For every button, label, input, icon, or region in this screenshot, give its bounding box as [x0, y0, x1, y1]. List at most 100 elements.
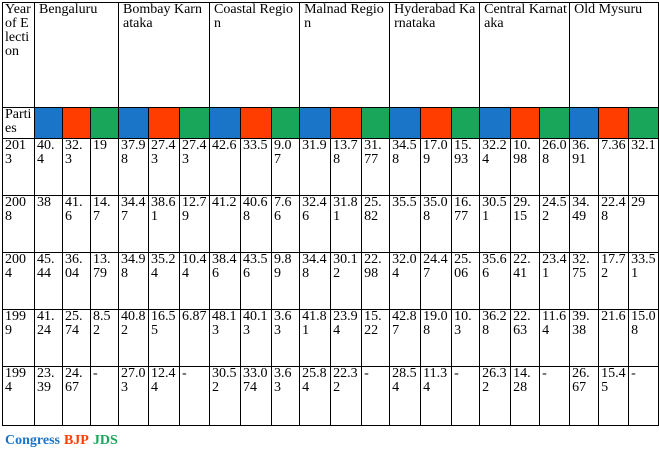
vote-share-cell: 22.41	[510, 252, 541, 310]
vote-share-cell: 10.44	[179, 252, 211, 310]
vote-share-cell: 15.22	[361, 309, 391, 367]
region-header: Bengaluru	[33, 2, 120, 108]
bjp-color-cell	[510, 107, 541, 139]
bjp-color-cell	[330, 107, 363, 139]
vote-share-cell: 28.54	[389, 366, 422, 426]
vote-share-cell: -	[179, 366, 211, 426]
year-header: Year of Election	[2, 2, 35, 108]
jds-color-cell	[361, 107, 391, 139]
jds-color-cell	[539, 107, 571, 139]
vote-share-cell: 36.04	[62, 252, 91, 310]
vote-share-cell: 9.89	[271, 252, 301, 310]
vote-share-cell: 32.1	[628, 138, 659, 196]
vote-share-cell: 45.44	[34, 252, 63, 310]
vote-share-cell: 14.7	[89, 195, 120, 253]
vote-share-cell: 42.6	[209, 138, 242, 196]
bjp-color-cell	[62, 107, 91, 139]
vote-share-cell: 39.38	[569, 309, 600, 367]
vote-share-cell: 34.48	[299, 252, 332, 310]
bjp-color-cell	[240, 107, 273, 139]
vote-share-cell: 40.13	[240, 309, 273, 367]
vote-share-cell: 36.91	[569, 138, 600, 196]
vote-share-cell: 26.67	[569, 366, 600, 426]
vote-share-cell: 30.51	[479, 195, 512, 253]
vote-share-cell: 38.46	[209, 252, 242, 310]
vote-share-cell: 35.66	[479, 252, 512, 310]
vote-share-cell: 41.24	[34, 309, 63, 367]
vote-share-cell: 15.93	[451, 138, 481, 196]
vote-share-cell: 25.82	[361, 195, 391, 253]
table-row: 2004 45.44 36.04 13.79 34.98 35.24 10.44 38.46 4…	[2, 252, 659, 310]
jds-color-cell	[451, 107, 481, 139]
vote-share-cell: 17.72	[598, 252, 630, 310]
vote-share-cell: 12.44	[148, 366, 181, 426]
vote-share-cell: 22.48	[598, 195, 630, 253]
bjp-color-cell	[148, 107, 181, 139]
vote-share-cell: 40.68	[240, 195, 273, 253]
vote-share-cell: 37.98	[118, 138, 150, 196]
vote-share-cell: 23.41	[539, 252, 571, 310]
vote-share-cell: 29	[628, 195, 659, 253]
vote-share-cell: 3.63	[271, 366, 301, 426]
vote-share-cell: 40.82	[118, 309, 150, 367]
jds-color-cell	[628, 107, 659, 139]
election-year: 2013	[2, 138, 35, 196]
vote-share-cell: 35.5	[389, 195, 422, 253]
table-row: 2008 38 41.6 14.7 34.47 38.61 12.79 41.2 40.68 7.…	[2, 195, 659, 253]
vote-share-cell: 25.84	[299, 366, 332, 426]
vote-share-cell: 41.81	[299, 309, 332, 367]
vote-share-cell: 25.06	[451, 252, 481, 310]
region-header: Malnad Region	[299, 2, 391, 108]
vote-share-cell: 41.6	[62, 195, 91, 253]
table-row: 1999 41.24 25.74 8.52 40.82 16.55 6.87 48.13 40.…	[2, 309, 659, 367]
vote-share-cell: 16.77	[451, 195, 481, 253]
header-row: Year of Election Bengaluru Bombay Karnata…	[2, 2, 659, 108]
vote-share-cell: 6.87	[179, 309, 211, 367]
vote-share-cell: 48.13	[209, 309, 242, 367]
vote-share-cell: 32.75	[569, 252, 600, 310]
vote-share-cell: 15.08	[628, 309, 659, 367]
vote-share-cell: 38	[34, 195, 63, 253]
vote-share-cell: 41.2	[209, 195, 242, 253]
vote-share-cell: 16.55	[148, 309, 181, 367]
table-row: 1994 23.39 24.67-27.03 12.44-30.52 33.074 3.6…	[2, 366, 659, 426]
vote-share-cell: 32.3	[62, 138, 91, 196]
vote-share-cell: 8.52	[89, 309, 120, 367]
vote-share-cell: 36.28	[479, 309, 512, 367]
vote-share-cell: 31.9	[299, 138, 332, 196]
vote-share-cell: 27.43	[179, 138, 211, 196]
vote-share-cell: 30.52	[209, 366, 242, 426]
vote-share-cell: 35.08	[420, 195, 453, 253]
vote-share-cell: 7.66	[271, 195, 301, 253]
vote-share-cell: 31.81	[330, 195, 363, 253]
vote-share-cell: 11.64	[539, 309, 571, 367]
vote-share-cell: 9.07	[271, 138, 301, 196]
region-header: Bombay Karnataka	[118, 2, 211, 108]
region-header: Old Mysuru	[569, 2, 659, 108]
jds-color-cell	[89, 107, 120, 139]
legend-item: BJP	[63, 433, 89, 448]
vote-share-cell: 34.58	[389, 138, 422, 196]
election-year: 1994	[2, 366, 35, 426]
vote-share-cell: 34.98	[118, 252, 150, 310]
vote-share-cell: 19	[89, 138, 120, 196]
legend-item: JDS	[92, 433, 118, 448]
vote-share-cell: 27.03	[118, 366, 150, 426]
election-year: 2008	[2, 195, 35, 253]
vote-share-cell: 13.79	[89, 252, 120, 310]
vote-share-cell: 33.5	[240, 138, 273, 196]
vote-share-cell: 7.36	[598, 138, 630, 196]
vote-share-cell: 13.78	[330, 138, 363, 196]
vote-share-cell: 32.24	[479, 138, 512, 196]
region-header: Hyderabad Karnataka	[389, 2, 481, 108]
vote-share-cell: 35.24	[148, 252, 181, 310]
vote-share-cell: 23.39	[34, 366, 63, 426]
vote-share-cell: 3.63	[271, 309, 301, 367]
congress-color-cell	[479, 107, 512, 139]
vote-share-cell: 22.63	[510, 309, 541, 367]
vote-share-cell: 33.074	[240, 366, 273, 426]
bjp-color-cell	[420, 107, 453, 139]
region-header: Coastal Region	[209, 2, 301, 108]
party-legend: Congress BJP JDS	[5, 433, 118, 449]
vote-share-cell: 24.67	[62, 366, 91, 426]
